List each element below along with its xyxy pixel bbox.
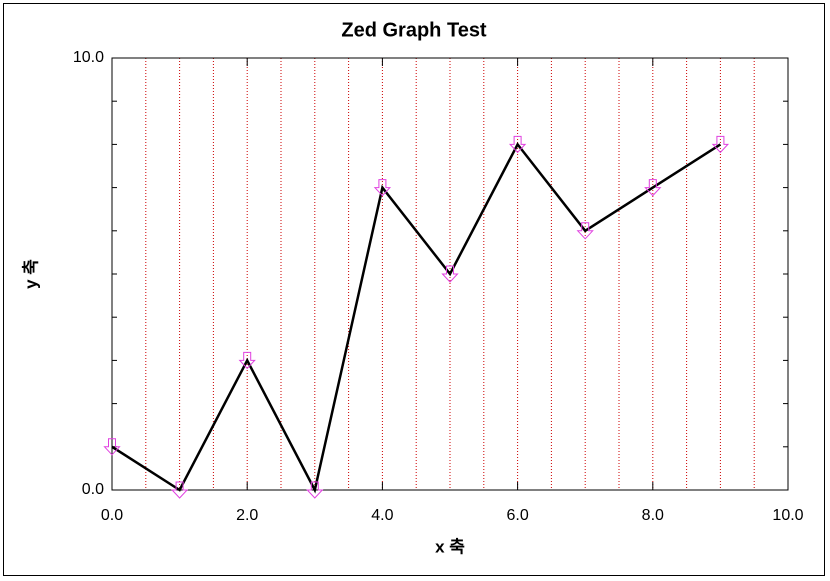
plot-border — [111, 57, 789, 491]
chart-title: Zed Graph Test — [341, 19, 487, 41]
x-axis-label: x 축 — [435, 537, 465, 556]
marker — [238, 351, 256, 370]
x-tick-label: 4.0 — [371, 507, 393, 524]
marker — [373, 179, 392, 197]
y-tick-label: 10.0 — [73, 49, 104, 66]
marker — [644, 179, 662, 197]
marker — [306, 481, 324, 499]
y-axis-label: y 축 — [21, 259, 40, 289]
x-tick-label: 10.0 — [772, 507, 803, 524]
marker — [103, 438, 121, 456]
marker — [170, 481, 189, 499]
x-tick-label: 2.0 — [236, 507, 258, 524]
data-line — [111, 142, 722, 494]
marker — [711, 135, 730, 154]
marker — [441, 265, 459, 283]
x-tick-label: 6.0 — [506, 507, 528, 524]
marker — [508, 135, 527, 154]
x-tick-label: 8.0 — [642, 507, 664, 524]
marker — [576, 222, 594, 240]
y-tick-label: 0.0 — [82, 481, 104, 498]
x-tick-label: 0.0 — [101, 507, 123, 524]
